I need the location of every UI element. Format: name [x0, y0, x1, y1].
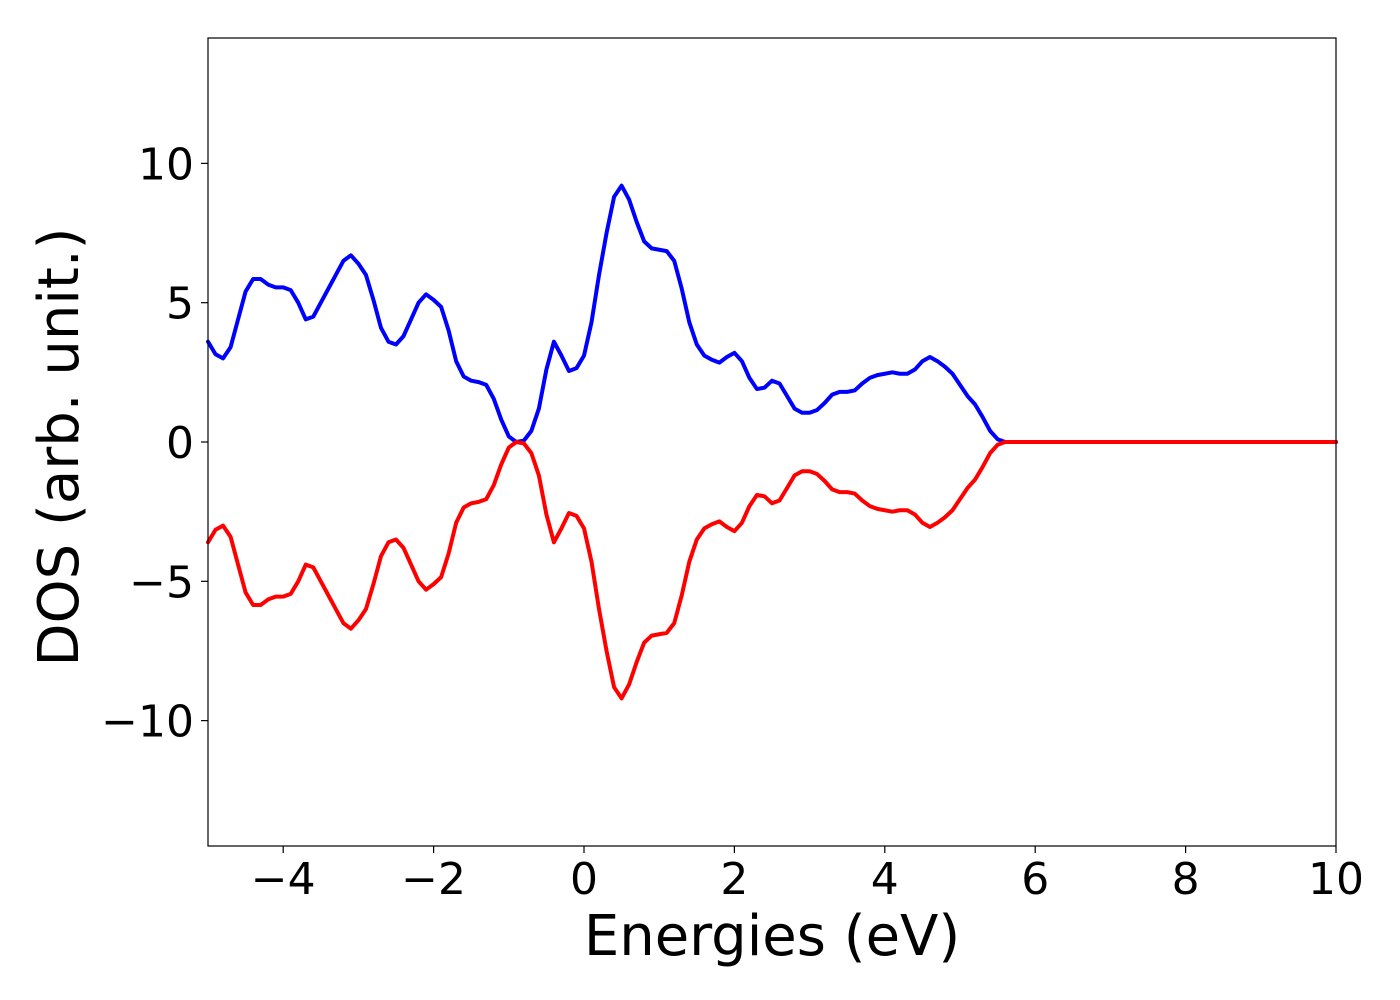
x-tick-label: 2	[720, 854, 748, 905]
x-tick-label: 6	[1021, 854, 1049, 905]
x-tick-label: −4	[251, 854, 316, 905]
y-tick-label: −5	[129, 557, 194, 608]
x-tick-label: 8	[1172, 854, 1200, 905]
x-tick-label: 0	[570, 854, 598, 905]
x-axis-ticks: −4 −2 0 2 4 6 8 10	[251, 846, 1364, 905]
y-tick-label: −10	[101, 697, 194, 748]
x-tick-label: 10	[1308, 854, 1364, 905]
y-tick-label: 5	[166, 279, 194, 330]
y-axis-label: DOS (arb. unit.)	[27, 227, 92, 666]
y-tick-label: 10	[138, 139, 194, 190]
series-line-2	[206, 440, 1338, 701]
x-tick-label: 4	[871, 854, 899, 905]
x-axis-label: Energies (eV)	[584, 904, 960, 969]
y-tick-label: 0	[166, 418, 194, 469]
y-axis-ticks: −10 −5 0 5 10	[101, 139, 208, 748]
x-tick-label: −2	[401, 854, 466, 905]
series-line-1	[206, 183, 1338, 444]
series-layer	[206, 183, 1338, 701]
